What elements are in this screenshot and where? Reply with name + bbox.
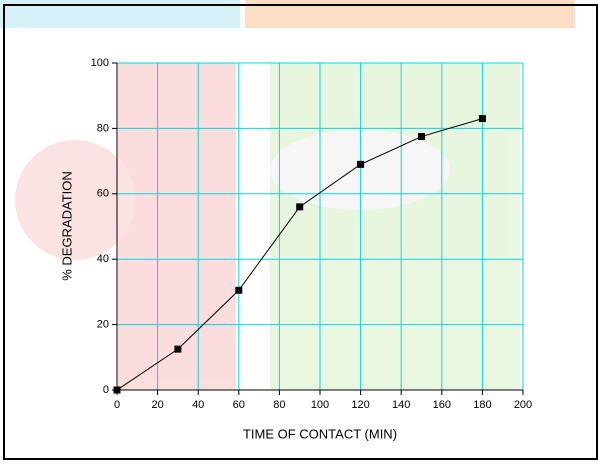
x-tick-label: 160 <box>433 399 451 411</box>
x-tick-label: 120 <box>351 399 369 411</box>
x-tick-label: 40 <box>192 399 204 411</box>
y-tick-label: 40 <box>97 253 109 265</box>
marker <box>296 203 304 211</box>
y-tick-label: 80 <box>97 122 109 134</box>
watermark-gear <box>15 140 135 260</box>
watermark <box>0 0 575 390</box>
marker <box>235 286 243 294</box>
frame <box>3 4 598 460</box>
watermark-shape <box>270 130 450 210</box>
marker <box>113 386 121 394</box>
y-axis-title: % DEGRADATION <box>59 171 74 281</box>
x-tick-label: 200 <box>514 399 532 411</box>
x-tick-label: 60 <box>233 399 245 411</box>
x-tick-label: 80 <box>273 399 285 411</box>
y-tick-label: 0 <box>103 384 109 396</box>
marker <box>478 115 486 123</box>
x-axis-title: TIME OF CONTACT (MIN) <box>243 426 397 441</box>
watermark-block <box>270 63 520 390</box>
marker <box>418 133 425 141</box>
x-tick-label: 180 <box>473 399 491 411</box>
watermark-block <box>118 63 236 390</box>
y-tick-label: 20 <box>97 319 109 331</box>
x-tick-label: 20 <box>151 399 163 411</box>
marker <box>357 160 365 168</box>
x-tick-label: 100 <box>311 399 329 411</box>
y-tick-label: 60 <box>97 188 109 200</box>
y-tick-label: 100 <box>91 57 109 69</box>
x-tick-label: 140 <box>392 399 410 411</box>
marker <box>174 345 182 353</box>
x-tick-label: 0 <box>114 399 120 411</box>
